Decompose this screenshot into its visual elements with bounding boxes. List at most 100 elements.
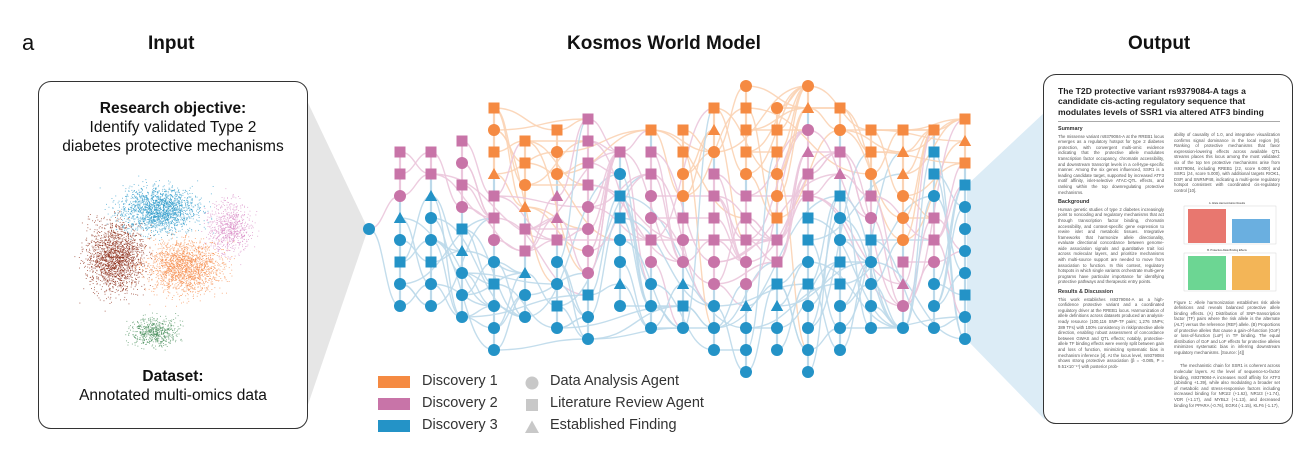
established-finding-node [896,168,910,179]
literature-review-agent-node [645,168,657,180]
established-finding-node [550,190,564,201]
literature-review-agent-node [582,135,594,147]
established-finding-node [896,146,910,157]
literature-review-agent-node [834,102,846,114]
data-analysis-agent-node [708,256,720,268]
data-analysis-agent-node [708,322,720,334]
input-panel: Research objective: Identify validated T… [38,81,308,429]
literature-review-agent-node [488,212,500,224]
literature-review-agent-node [456,179,468,191]
data-analysis-agent-node [677,234,689,246]
square-icon [526,399,538,411]
background-text: Human genetic studies of type 2 diabetes… [1058,206,1164,285]
data-analysis-agent-node [519,311,531,323]
data-analysis-agent-node [645,300,657,312]
literature-review-agent-node [865,190,877,202]
report-figure: A. Allele Harmonization Results B. Prote… [1183,201,1277,291]
literature-review-agent-node [551,124,563,136]
data-analysis-agent-node [425,234,437,246]
literature-review-agent-node [771,146,783,158]
data-analysis-agent-node [897,234,909,246]
literature-review-agent-node [394,256,406,268]
data-analysis-agent-node [740,366,752,378]
data-analysis-agent-node [928,190,940,202]
model-title: Kosmos World Model [567,33,761,54]
background-heading: Background [1058,199,1090,206]
data-analysis-agent-node [488,234,500,246]
literature-review-agent-node [456,223,468,235]
literature-review-agent-node [582,289,594,301]
literature-review-agent-node [645,234,657,246]
literature-review-agent-node [488,102,500,114]
literature-review-agent-node [834,256,846,268]
discovery-2-swatch [378,398,410,410]
data-analysis-agent-node [677,256,689,268]
summary-text-continued: ability of causality of 1.0, and integra… [1174,132,1280,193]
report-title: The T2D protective variant rs9379084-A t… [1058,86,1264,117]
literature-review-agent-node [677,300,689,312]
input-title: Input [148,33,195,54]
literature-review-agent-node [865,234,877,246]
data-analysis-agent-node [551,146,563,158]
data-analysis-agent-node [959,201,971,213]
literature-review-agent-node [394,168,406,180]
circle-icon [525,376,539,390]
data-analysis-agent-node [394,300,406,312]
mechanistic-chain-text: The mechanistic chain for SSR1 is cohere… [1174,363,1280,408]
literature-review-agent-node [740,234,752,246]
data-analysis-agent-node [959,311,971,323]
literature-review-agent-node [488,278,500,290]
literature-review-agent-node [928,146,940,158]
data-analysis-agent-node [551,322,563,334]
panel-letter: a [22,30,35,55]
data-analysis-agent-node [834,344,846,356]
literature-review-agent-node [834,146,846,158]
established-finding-node [739,300,753,311]
research-objective: Research objective: Identify validated T… [39,99,307,156]
literature-review-agent-node [802,190,814,202]
data-analysis-agent-node [865,256,877,268]
data-analysis-agent-node [425,212,437,224]
literature-review-agent-node [708,102,720,114]
data-analysis-agent-node [488,344,500,356]
literature-review-agent-node [614,190,626,202]
literature-review-agent-node [708,190,720,202]
literature-review-agent-node [645,146,657,158]
data-analysis-agent-node [959,223,971,235]
literature-review-agent-node [865,146,877,158]
established-finding-node [424,190,438,201]
data-analysis-agent-node [740,278,752,290]
results-text: This work establishes rs9379084-A as a h… [1058,296,1164,369]
literature-review-agent-node [802,168,814,180]
literature-review-agent-node [771,256,783,268]
dataset-text: Annotated multi-omics data [79,387,267,404]
data-analysis-agent-node [582,245,594,257]
data-analysis-agent-node [708,146,720,158]
umap-scatter-plot [74,175,260,351]
data-analysis-agent-node [614,256,626,268]
literature-review-agent-node [551,300,563,312]
data-analysis-agent-node [708,344,720,356]
established-finding-node [958,135,972,146]
literature-review-agent-node [802,212,814,224]
literature-review-agent-node [771,212,783,224]
literature-review-agent-node [488,190,500,202]
literature-review-agent-node [740,190,752,202]
title-divider [1058,121,1280,122]
established-finding-node [833,168,847,179]
summary-text: The missense variant rs9379084-A at the … [1058,133,1164,195]
data-analysis-agent-node [740,322,752,334]
data-analysis-agent-node [897,322,909,334]
data-analysis-agent-node [928,300,940,312]
data-analysis-agent-node [394,190,406,202]
established-finding-node [455,245,469,256]
data-analysis-agent-node [802,322,814,334]
data-analysis-agent-node [740,168,752,180]
literature-review-agent-node [865,124,877,136]
output-funnel [967,112,1045,420]
literature-review-agent-node [740,146,752,158]
data-analysis-agent-node [488,300,500,312]
literature-review-agent-node [802,278,814,290]
established-finding-node [676,278,690,289]
